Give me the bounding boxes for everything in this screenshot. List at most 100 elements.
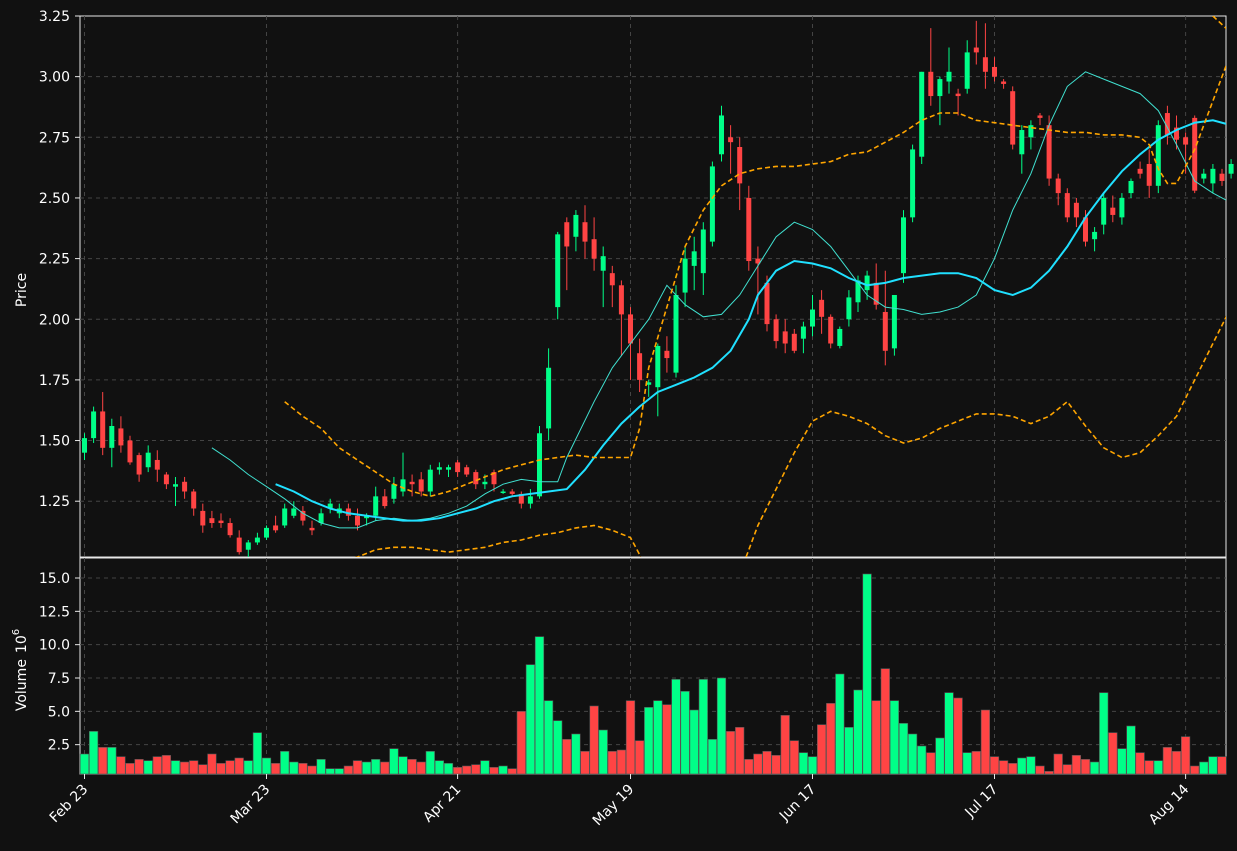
volume-bar [1190,765,1200,775]
volume-bar [953,697,963,775]
volume-bar [1017,757,1027,775]
candle-body [1164,113,1170,135]
volume-bar [325,768,335,775]
volume-bar [989,756,1000,775]
candle-body [537,433,542,497]
price-y-tick-label: 3.00 [39,70,70,86]
candle-body [837,328,843,346]
price-y-tick-label: 2.25 [39,252,70,268]
candle-body [573,214,579,237]
candle-body [509,491,515,494]
volume-bar [270,763,281,775]
volume-bar [744,759,754,775]
volume-bar [844,727,854,775]
candle-body [327,503,333,509]
candle-body [1092,231,1098,240]
volume-bar [1090,761,1100,775]
candle-body [746,197,752,262]
volume-bar [698,679,708,775]
price-y-ticks: 1.25 1.50 1.75 2.00 2.25 2.50 2.75 3.00 3.25 [39,9,80,510]
volume-bar [1126,725,1136,775]
candle-body [700,229,706,274]
candle-body [992,66,997,77]
volume-bar [79,753,90,775]
candle-body [1101,197,1107,225]
volume-bars [79,573,1227,775]
volume-bar [553,720,563,775]
candle-body [882,311,888,351]
volume-bar [1080,759,1091,775]
volume-bar [634,740,645,775]
candle-body [1228,163,1234,174]
price-y-tick-label: 2.00 [39,312,70,328]
volume-bar [971,751,981,775]
candle-body [655,345,661,388]
volume-bar [480,760,490,775]
volume-bar [1153,760,1163,775]
candle-body [728,137,734,143]
candle-body [154,459,160,470]
candle-body [928,71,934,97]
price-overlays [211,16,1226,557]
candle-body [946,71,952,82]
candle-body [300,510,306,521]
candle-body [1037,115,1043,118]
price-gridlines [80,16,1226,557]
candle-body [964,52,970,89]
volume-bar [780,715,790,775]
volume-bar [598,729,608,775]
volume-bar [225,760,235,775]
volume-bar [170,760,181,775]
volume-bar [1026,756,1036,775]
candle-body [218,520,224,524]
volume-label-exponent: 6 [11,629,22,635]
candle-body [737,147,743,184]
volume-bar [735,727,745,775]
volume-bar [616,749,626,775]
candle-body [1010,91,1016,145]
candle-body [236,537,242,553]
volume-bar [243,760,253,775]
volume-y-tick-label: 10.0 [39,638,70,654]
volume-bar [261,757,272,775]
volume-bar [1144,760,1154,775]
volume-bar [280,751,290,775]
volume-bar [498,765,508,775]
volume-bar [534,636,545,775]
candle-body [773,319,779,342]
volume-bar [116,756,126,775]
candle-body [937,79,943,97]
volume-y-tick-label: 7.5 [48,671,70,687]
candle-body [1083,217,1088,242]
volume-bar [671,679,681,775]
volume-bar [871,700,881,775]
candle-body [810,309,815,327]
candle-body [409,481,415,485]
volume-bar [1117,748,1127,775]
volume-bar [826,703,836,775]
volume-bar [680,691,690,775]
candle-body [919,71,925,157]
price-y-tick-label: 1.75 [39,373,70,389]
volume-bar [316,759,326,775]
candle-body [564,222,570,247]
volume-bar [298,763,308,775]
candle-body [1128,180,1134,194]
candle-body [473,472,479,485]
candle-body [1064,193,1070,218]
volume-gridlines [80,558,1226,774]
candle-body [109,425,115,448]
volume-bar [607,751,617,775]
volume-label-base: 10 [14,635,30,653]
candle-body [1110,207,1116,215]
candle-body [628,314,633,344]
volume-bar [771,755,781,775]
volume-bar [416,761,426,775]
candle-body [100,411,106,448]
volume-bar [361,761,372,775]
price-y-axis-label: Price [14,273,30,307]
candle-body [318,513,324,524]
volume-bar [789,740,799,775]
volume-bar [662,704,672,775]
candle-body [455,462,461,473]
